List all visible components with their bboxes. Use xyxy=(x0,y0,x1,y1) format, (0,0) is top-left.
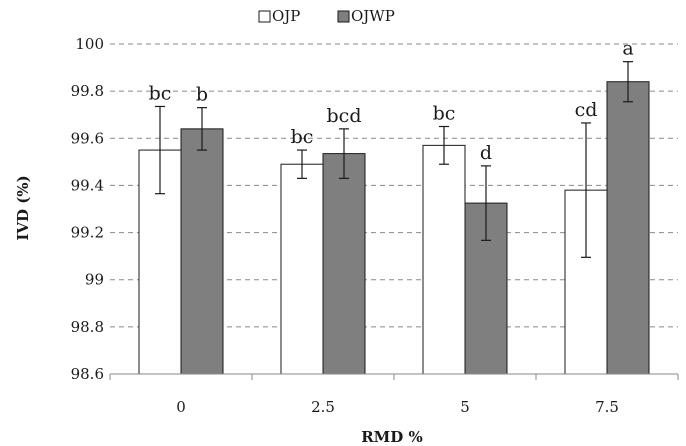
legend: OJP OJWP xyxy=(258,7,395,25)
x-tick-label: 0 xyxy=(176,398,186,416)
bar-ojp xyxy=(280,163,324,375)
bars: bc bc bc cd b bcd d a xyxy=(138,38,650,375)
y-axis-title: IVD (%) xyxy=(14,175,32,240)
legend-swatch-ojp xyxy=(258,10,271,23)
y-tick-label: 99 xyxy=(85,271,104,289)
x-tick-label: 7.5 xyxy=(595,398,619,416)
y-tick-label: 99.8 xyxy=(71,82,104,100)
y-tick-label: 99.6 xyxy=(71,129,104,147)
y-tick-label: 99.4 xyxy=(71,176,104,194)
x-axis-title: RMD % xyxy=(361,428,423,446)
y-tick-label: 98.8 xyxy=(71,318,104,336)
significance-label: bcd xyxy=(327,105,362,127)
legend-label-ojwp: OJWP xyxy=(351,7,395,25)
significance-label: b xyxy=(196,84,208,106)
bar-ojwp xyxy=(606,81,650,375)
y-tick-label: 98.6 xyxy=(71,365,104,383)
x-tick-label: 2.5 xyxy=(311,398,335,416)
y-tick-label: 99.2 xyxy=(71,224,104,242)
bar-ojwp xyxy=(180,128,224,375)
legend-swatch-ojwp xyxy=(337,10,350,23)
significance-label: bc xyxy=(291,126,314,148)
legend-label-ojp: OJP xyxy=(272,7,300,25)
y-axis-ticks: 98.6 98.8 99 99.2 99.4 99.6 99.8 100 xyxy=(71,35,104,383)
significance-label: d xyxy=(480,142,492,164)
bar-ojwp xyxy=(322,153,366,375)
y-tick-label: 100 xyxy=(75,35,104,53)
x-axis: 0 2.5 5 7.5 xyxy=(109,373,679,416)
bar-ojp xyxy=(422,144,466,375)
x-tick-label: 5 xyxy=(460,398,470,416)
significance-label: cd xyxy=(575,99,598,121)
significance-label: a xyxy=(622,38,633,60)
significance-label: bc xyxy=(149,82,172,104)
significance-label: bc xyxy=(433,103,456,125)
